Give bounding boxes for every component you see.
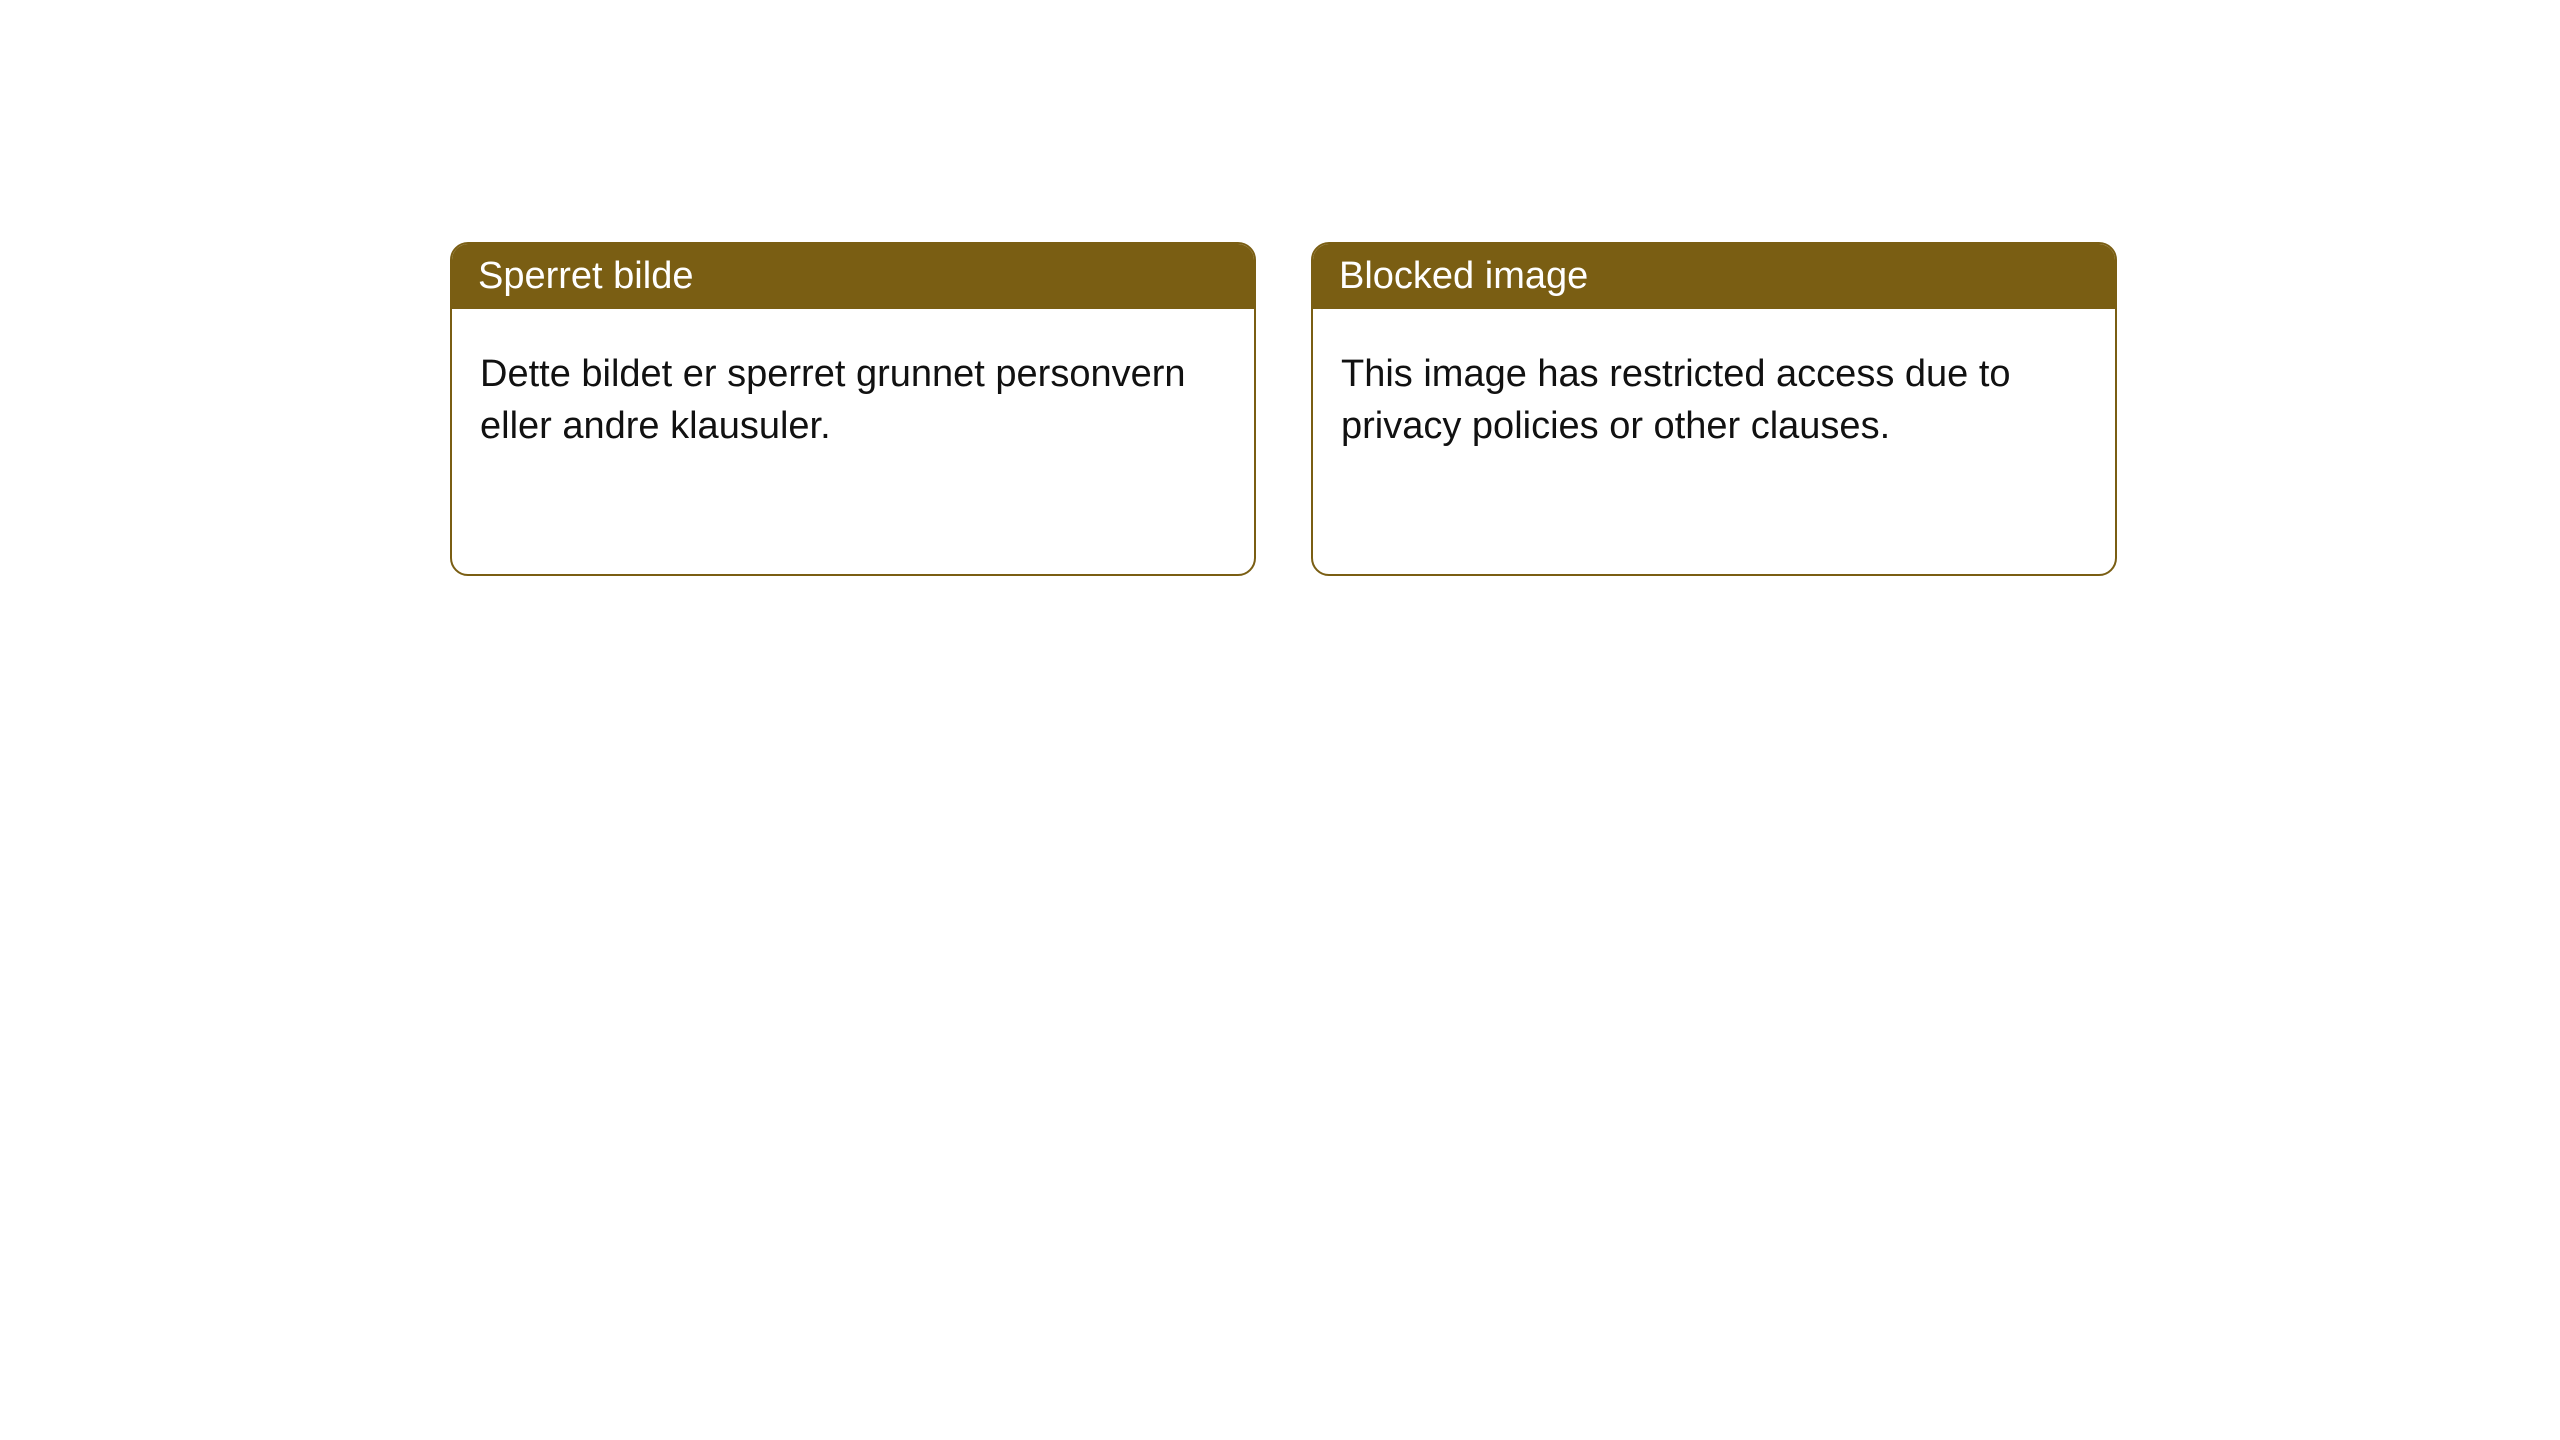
card-header-english: Blocked image xyxy=(1313,244,2115,309)
card-body-norwegian: Dette bildet er sperret grunnet personve… xyxy=(452,309,1254,492)
notice-card-norwegian: Sperret bilde Dette bildet er sperret gr… xyxy=(450,242,1256,576)
notice-card-english: Blocked image This image has restricted … xyxy=(1311,242,2117,576)
blocked-image-notice-container: Sperret bilde Dette bildet er sperret gr… xyxy=(450,242,2560,576)
card-header-norwegian: Sperret bilde xyxy=(452,244,1254,309)
card-body-english: This image has restricted access due to … xyxy=(1313,309,2115,492)
